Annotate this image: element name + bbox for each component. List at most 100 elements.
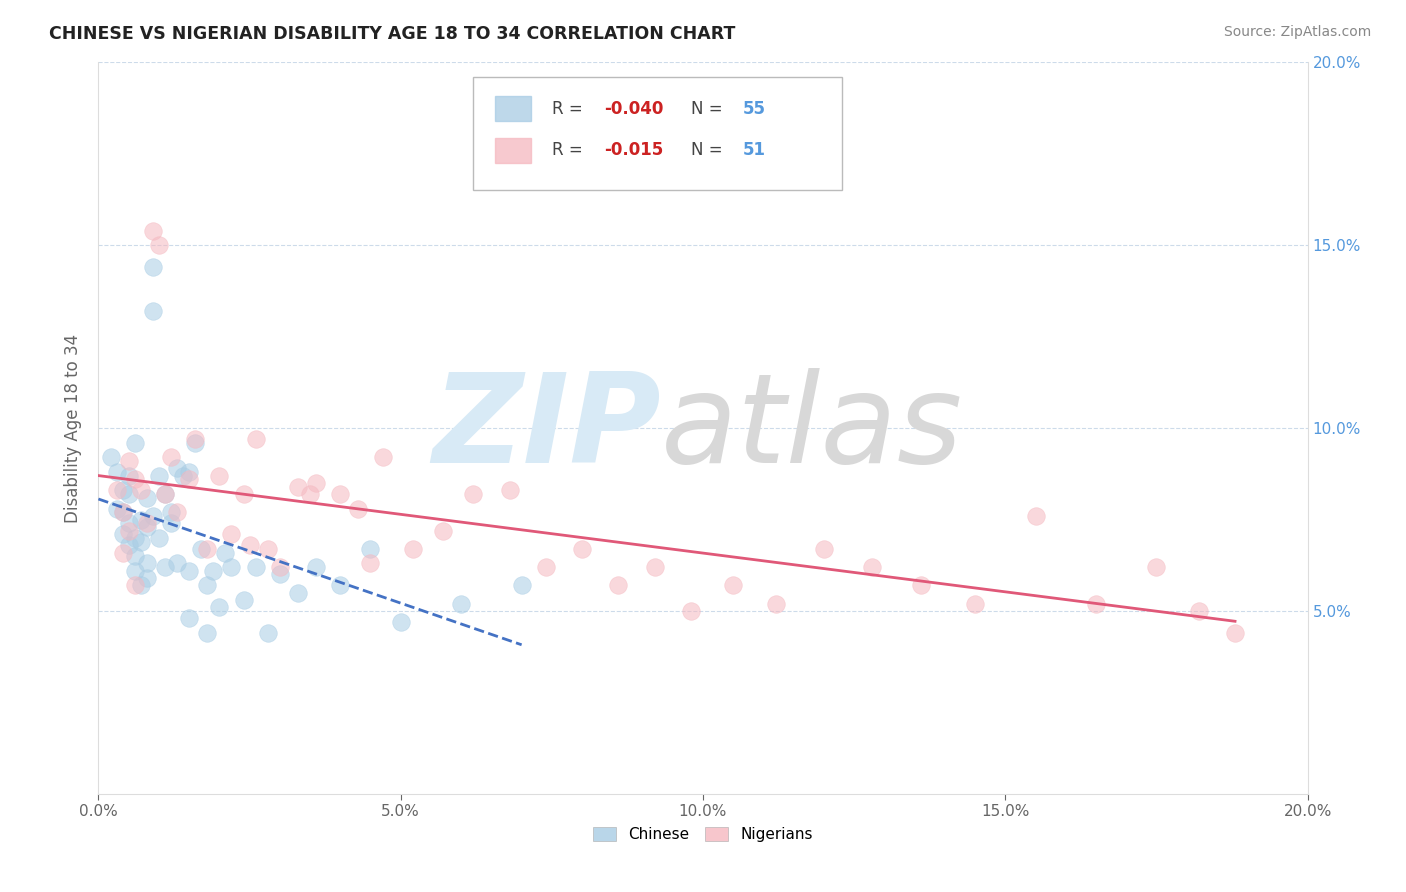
Point bbox=[329, 487, 352, 501]
Point bbox=[118, 487, 141, 501]
Point bbox=[172, 468, 194, 483]
Point bbox=[644, 560, 666, 574]
Point bbox=[287, 480, 309, 494]
Point bbox=[135, 557, 157, 571]
Point bbox=[202, 564, 225, 578]
Point bbox=[111, 483, 134, 498]
Point bbox=[239, 538, 262, 552]
Point bbox=[510, 578, 533, 592]
Point bbox=[232, 487, 254, 501]
Text: N =: N = bbox=[690, 141, 728, 159]
Point bbox=[153, 487, 176, 501]
Text: Source: ZipAtlas.com: Source: ZipAtlas.com bbox=[1223, 25, 1371, 39]
Point bbox=[124, 578, 146, 592]
Text: 51: 51 bbox=[742, 141, 766, 159]
Point bbox=[402, 541, 425, 556]
Point bbox=[124, 549, 146, 564]
Point bbox=[118, 524, 141, 538]
Text: R =: R = bbox=[551, 100, 588, 118]
Point bbox=[118, 468, 141, 483]
FancyBboxPatch shape bbox=[495, 96, 531, 121]
Point bbox=[179, 472, 201, 486]
Point bbox=[160, 450, 183, 465]
Point bbox=[184, 432, 207, 446]
Point bbox=[129, 512, 152, 526]
Point bbox=[269, 560, 291, 574]
Point bbox=[305, 560, 328, 574]
Point bbox=[142, 508, 165, 523]
Point bbox=[245, 432, 267, 446]
Point bbox=[360, 557, 382, 571]
FancyBboxPatch shape bbox=[495, 137, 531, 162]
Point bbox=[160, 516, 183, 531]
Point bbox=[153, 560, 176, 574]
Point bbox=[166, 557, 188, 571]
Point bbox=[498, 483, 520, 498]
Point bbox=[129, 483, 152, 498]
Point bbox=[105, 501, 128, 516]
Point bbox=[135, 491, 157, 505]
Text: atlas: atlas bbox=[661, 368, 963, 489]
Point bbox=[179, 465, 201, 479]
FancyBboxPatch shape bbox=[474, 77, 842, 191]
Point bbox=[360, 541, 382, 556]
Text: ZIP: ZIP bbox=[432, 368, 661, 489]
Point bbox=[765, 597, 787, 611]
Point bbox=[111, 505, 134, 519]
Text: -0.015: -0.015 bbox=[603, 141, 664, 159]
Point bbox=[256, 626, 278, 640]
Point bbox=[221, 527, 243, 541]
Point bbox=[118, 454, 141, 468]
Point bbox=[232, 593, 254, 607]
Point bbox=[1144, 560, 1167, 574]
Point bbox=[166, 461, 188, 475]
Point bbox=[329, 578, 352, 592]
Point bbox=[124, 472, 146, 486]
Point bbox=[184, 435, 207, 450]
Point bbox=[142, 304, 165, 318]
Text: N =: N = bbox=[690, 100, 728, 118]
Point bbox=[129, 578, 152, 592]
Text: CHINESE VS NIGERIAN DISABILITY AGE 18 TO 34 CORRELATION CHART: CHINESE VS NIGERIAN DISABILITY AGE 18 TO… bbox=[49, 25, 735, 43]
Point bbox=[371, 450, 394, 465]
Point bbox=[723, 578, 745, 592]
Point bbox=[118, 516, 141, 531]
Point bbox=[124, 564, 146, 578]
Point bbox=[142, 224, 165, 238]
Point bbox=[118, 538, 141, 552]
Point bbox=[1085, 597, 1108, 611]
Point bbox=[179, 564, 201, 578]
Point bbox=[305, 476, 328, 491]
Point bbox=[148, 531, 170, 545]
Point bbox=[135, 571, 157, 585]
Point bbox=[195, 578, 218, 592]
Point bbox=[214, 545, 236, 559]
Point bbox=[105, 483, 128, 498]
Point bbox=[148, 238, 170, 252]
Point bbox=[111, 505, 134, 519]
Point bbox=[463, 487, 485, 501]
Point bbox=[256, 541, 278, 556]
Point bbox=[245, 560, 267, 574]
Point bbox=[965, 597, 987, 611]
Point bbox=[195, 541, 218, 556]
Point bbox=[347, 501, 370, 516]
Point bbox=[124, 435, 146, 450]
Point bbox=[166, 505, 188, 519]
Point bbox=[679, 604, 702, 618]
Text: R =: R = bbox=[551, 141, 588, 159]
Point bbox=[450, 597, 472, 611]
Point bbox=[142, 260, 165, 275]
Point bbox=[607, 578, 630, 592]
Point bbox=[221, 560, 243, 574]
Point bbox=[179, 611, 201, 625]
Point bbox=[129, 534, 152, 549]
Point bbox=[534, 560, 557, 574]
Point bbox=[813, 541, 835, 556]
Point bbox=[105, 465, 128, 479]
Point bbox=[208, 468, 231, 483]
Point bbox=[190, 541, 212, 556]
Point bbox=[153, 487, 176, 501]
Point bbox=[100, 450, 122, 465]
Point bbox=[860, 560, 883, 574]
